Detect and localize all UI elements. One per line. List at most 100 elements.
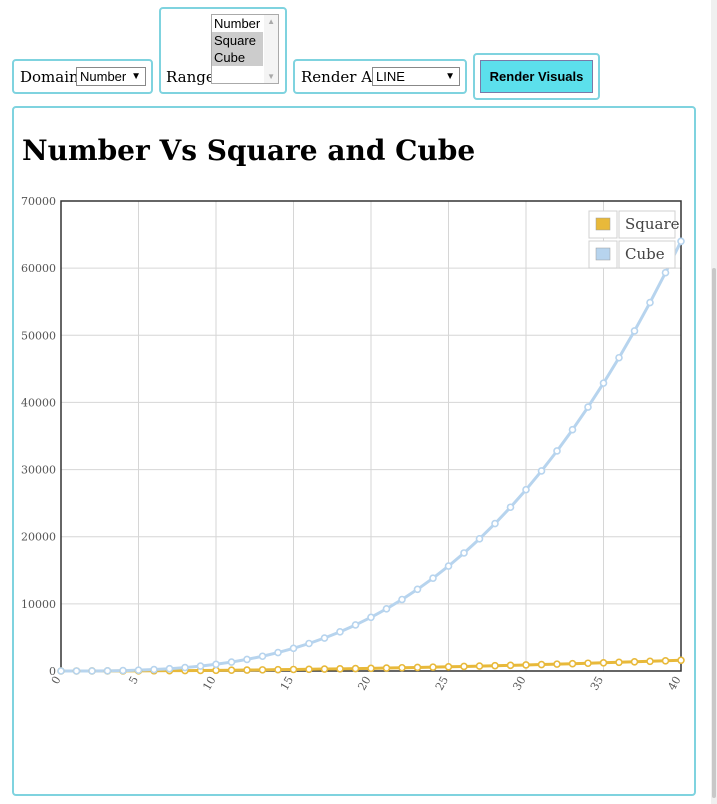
- domain-control: Domain Number ▼: [12, 59, 153, 94]
- range-option-cube[interactable]: Cube: [212, 49, 263, 66]
- y-tick-label: 70000: [21, 195, 56, 208]
- data-point-cube: [351, 621, 360, 629]
- data-point-square: [212, 666, 220, 675]
- data-point-cube: [289, 644, 298, 653]
- chevron-down-icon: ▼: [445, 71, 455, 82]
- domain-select[interactable]: Number ▼: [76, 67, 146, 86]
- data-point-cube: [227, 658, 236, 666]
- y-tick-label: 60000: [21, 262, 56, 275]
- data-point-square: [429, 663, 437, 671]
- render-as-select[interactable]: LINE ▼: [372, 67, 460, 86]
- data-point-cube: [305, 639, 313, 648]
- legend-label-square: Square: [625, 215, 680, 233]
- domain-select-value: Number: [80, 69, 127, 84]
- data-point-cube: [320, 634, 329, 642]
- x-tick-label: 10: [200, 674, 218, 693]
- line-chart: 0 10000 20000 30000 40000 50000 60000 70000 0 5 10…: [21, 195, 685, 693]
- data-point-cube: [429, 574, 437, 582]
- data-point-square: [227, 666, 236, 674]
- render-visuals-button[interactable]: Render Visuals: [480, 60, 593, 93]
- data-point-square: [258, 666, 267, 674]
- data-point-cube: [475, 535, 484, 543]
- data-point-cube: [212, 660, 220, 669]
- data-point-cube: [646, 298, 654, 307]
- data-point-square: [568, 659, 577, 668]
- data-point-square: [351, 664, 360, 673]
- y-tick-label: 50000: [21, 329, 56, 342]
- x-tick-label: 40: [665, 674, 683, 693]
- data-point-square: [336, 665, 344, 673]
- data-point-cube: [274, 648, 282, 657]
- page-scrollbar[interactable]: [711, 0, 717, 804]
- range-option-square[interactable]: Square: [212, 32, 263, 49]
- data-point-cube: [181, 663, 189, 672]
- render-button-wrapper: Render Visuals: [473, 53, 600, 100]
- data-point-square: [475, 662, 484, 670]
- y-tick-label: 40000: [21, 396, 56, 409]
- y-tick-label: 20000: [21, 531, 56, 544]
- data-point-cube: [196, 662, 205, 670]
- chevron-down-icon: ▼: [131, 71, 141, 82]
- render-as-control: Render As LINE ▼: [293, 59, 467, 94]
- data-point-cube: [491, 519, 499, 528]
- data-point-cube: [382, 605, 391, 613]
- range-listbox-scrollbar[interactable]: ▲ ▼: [264, 15, 278, 83]
- y-tick-label: 30000: [21, 464, 56, 477]
- data-point-cube: [103, 667, 112, 675]
- chart-title: Number Vs Square and Cube: [22, 134, 476, 167]
- data-point-cube: [599, 379, 608, 387]
- range-option-number[interactable]: Number: [214, 16, 261, 31]
- data-point-cube: [537, 467, 546, 475]
- x-tick-label: 30: [510, 674, 528, 693]
- data-point-cube: [413, 585, 422, 594]
- data-point-cube: [615, 353, 623, 362]
- data-point-square: [615, 658, 623, 667]
- data-point-square: [243, 666, 251, 674]
- data-point-square: [584, 659, 592, 668]
- data-point-square: [367, 664, 375, 673]
- data-point-cube: [553, 447, 561, 455]
- page-scroll-thumb[interactable]: [712, 268, 716, 798]
- range-control: Range Number Square Cube ▲ ▼: [159, 7, 287, 94]
- scroll-up-icon[interactable]: ▲: [267, 17, 275, 26]
- data-point-square: [289, 665, 298, 674]
- data-point-cube: [661, 268, 670, 277]
- data-point-cube: [134, 666, 143, 674]
- data-point-cube: [584, 403, 592, 411]
- y-tick-label: 0: [49, 665, 56, 678]
- data-point-cube: [630, 327, 639, 335]
- domain-label: Domain: [20, 68, 79, 86]
- scroll-down-icon[interactable]: ▼: [267, 72, 275, 81]
- data-point-cube: [243, 655, 251, 664]
- data-point-cube: [119, 666, 127, 675]
- data-point-square: [537, 660, 546, 669]
- data-point-cube: [150, 665, 158, 674]
- data-point-square: [460, 662, 468, 671]
- range-listbox[interactable]: Number Square Cube ▲ ▼: [211, 14, 279, 84]
- data-point-square: [491, 661, 499, 670]
- data-point-square: [630, 658, 639, 666]
- data-point-square: [444, 663, 453, 671]
- data-point-cube: [367, 613, 375, 622]
- data-point-cube: [444, 562, 453, 570]
- x-tick-label: 35: [588, 674, 606, 693]
- data-point-square: [413, 663, 422, 672]
- data-point-cube: [398, 595, 406, 604]
- data-point-square: [677, 656, 685, 665]
- data-point-cube: [460, 549, 468, 557]
- legend-swatch-square: [595, 217, 611, 231]
- render-as-label: Render As: [301, 68, 380, 86]
- data-point-square: [553, 660, 561, 668]
- data-point-square: [661, 656, 670, 665]
- data-point-cube: [88, 667, 96, 675]
- data-point-cube: [72, 667, 81, 675]
- x-tick-label: 25: [433, 674, 451, 693]
- legend-label-box: [618, 210, 676, 239]
- data-point-square: [599, 658, 608, 667]
- x-tick-label: 15: [278, 674, 296, 693]
- data-point-cube: [522, 485, 530, 494]
- data-point-square: [646, 657, 654, 666]
- data-point-square: [320, 665, 329, 673]
- legend-swatch-cube: [595, 247, 611, 261]
- data-point-square: [506, 661, 515, 670]
